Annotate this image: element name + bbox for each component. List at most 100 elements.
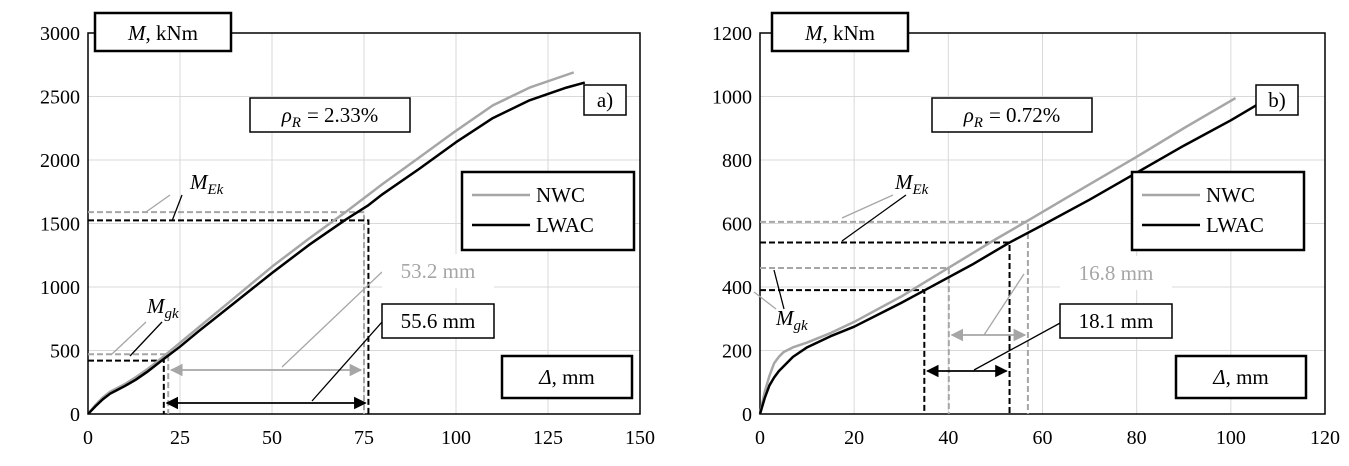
label-mek-sub: Ek: [207, 182, 224, 198]
leader-line-mek: [145, 194, 171, 213]
y-tick-label: 2000: [40, 150, 80, 172]
moment-level-mgk-lwac: [88, 359, 165, 414]
label-mek-sub: Ek: [912, 182, 929, 198]
y-axis-label-box: [770, 11, 910, 53]
label-mek: MEk: [189, 170, 224, 198]
rho-value: = 0.72%: [989, 103, 1060, 127]
reinforcement-ratio: ρR = 0.72%: [963, 103, 1061, 131]
label-mgk-sub: gk: [794, 318, 809, 334]
label-mgk: Mgk: [775, 306, 808, 334]
chart-panel-a: 0 25 50 75 100 125 150050010001500200025003000…: [40, 11, 655, 449]
deflection-label-nwc: 53.2 mm: [401, 259, 476, 283]
x-tick-label: 75: [354, 427, 374, 449]
x-tick-label: 120: [1310, 427, 1340, 449]
x-tick-label: 100: [1216, 427, 1246, 449]
x-tick-label: 40: [938, 427, 958, 449]
y-tick-label: 800: [722, 150, 752, 172]
x-tick-label: 80: [1127, 427, 1147, 449]
x-tick-label: 60: [1033, 427, 1053, 449]
y-tick-label: 500: [50, 341, 80, 363]
panel-label-box: [583, 84, 627, 116]
label-mgk-main: M: [146, 294, 166, 318]
x-axis-label-symbol: Δ: [538, 365, 551, 389]
moment-level-mek-lwac: [760, 241, 1011, 414]
x-tick-label: 100: [441, 427, 471, 449]
leader-line-mgk: [753, 291, 777, 310]
deflection-label-bg-nwc: [1060, 256, 1172, 290]
panel-label: b): [1268, 88, 1286, 112]
y-axis-label: M, kNm: [804, 21, 875, 45]
y-axis-label-symbol: M: [804, 21, 824, 45]
legend-box: [460, 170, 636, 252]
y-axis-label: M, kNm: [127, 21, 198, 45]
leader-line-mek: [171, 194, 183, 222]
label-mek: MEk: [894, 170, 929, 198]
x-tick-label: 50: [262, 427, 282, 449]
legend-label-lwac: LWAC: [1206, 213, 1264, 237]
x-tick-label: 125: [533, 427, 563, 449]
moment-level-mek-nwc: [88, 211, 365, 414]
legend-label-lwac: LWAC: [536, 213, 594, 237]
panel-label: a): [597, 88, 613, 112]
leader-line-mek: [841, 194, 907, 242]
plot-area-frame: [759, 32, 1326, 415]
reinforcement-ratio-box: [931, 97, 1093, 133]
leader-line-mgk: [129, 321, 163, 357]
moment-level-mgk-nwc: [88, 353, 170, 414]
series-line-lwac: [87, 81, 586, 415]
legend-box: [1130, 170, 1306, 252]
y-axis-label-unit: , kNm: [146, 21, 199, 45]
x-tick-label: 150: [625, 427, 655, 449]
y-tick-label: 2500: [40, 87, 80, 109]
legend-label-nwc: NWC: [1206, 183, 1255, 207]
deflection-label-nwc: 16.8 mm: [1079, 261, 1154, 285]
y-tick-label: 1000: [712, 87, 752, 109]
x-axis-label-symbol: Δ: [1212, 365, 1225, 389]
y-axis-label-unit: , kNm: [823, 21, 876, 45]
deflection-label-lwac: 18.1 mm: [1079, 309, 1154, 333]
rho-symbol: ρ: [963, 103, 974, 127]
y-axis-label-symbol: M: [127, 21, 147, 45]
label-mek-main: M: [189, 170, 209, 194]
y-tick-label: 0: [742, 404, 752, 426]
deflection-label-box-lwac: [381, 303, 495, 339]
series-line-nwc: [87, 71, 575, 415]
x-axis-label: Δ, mm: [1212, 365, 1269, 389]
y-tick-label: 1200: [712, 23, 752, 45]
label-mgk: Mgk: [146, 294, 179, 322]
y-tick-label: 600: [722, 214, 752, 236]
x-axis-label-box: [1174, 354, 1308, 400]
x-tick-label: 0: [83, 427, 93, 449]
y-tick-label: 1000: [40, 277, 80, 299]
label-mek-main: M: [894, 170, 914, 194]
y-tick-label: 400: [722, 277, 752, 299]
label-mgk-main: M: [775, 306, 795, 330]
y-tick-label: 1500: [40, 214, 80, 236]
label-mgk-sub: gk: [165, 306, 180, 322]
rho-symbol: ρ: [281, 103, 292, 127]
leader-line-mgk: [773, 269, 785, 310]
x-tick-label: 20: [844, 427, 864, 449]
leader-line-mgk: [111, 321, 147, 355]
leader-line-mek: [841, 194, 894, 219]
y-tick-label: 200: [722, 341, 752, 363]
x-axis-label: Δ, mm: [538, 365, 595, 389]
leader-line-lwac: [311, 321, 383, 402]
legend-label-nwc: NWC: [536, 183, 585, 207]
rho-subscript: R: [291, 115, 301, 131]
deflection-label-box-lwac: [1059, 303, 1173, 339]
x-tick-label: 25: [170, 427, 190, 449]
series-line-lwac: [758, 97, 1270, 415]
series-line-nwc: [758, 97, 1237, 415]
reinforcement-ratio-box: [249, 97, 411, 133]
leader-line-lwac: [973, 321, 1063, 371]
panel-label-box: [1255, 84, 1299, 116]
rho-value: = 2.33%: [307, 103, 378, 127]
y-tick-label: 3000: [40, 23, 80, 45]
moment-level-mek-lwac: [88, 219, 370, 414]
reinforcement-ratio: ρR = 2.33%: [281, 103, 379, 131]
leader-line-nwc: [281, 271, 383, 368]
